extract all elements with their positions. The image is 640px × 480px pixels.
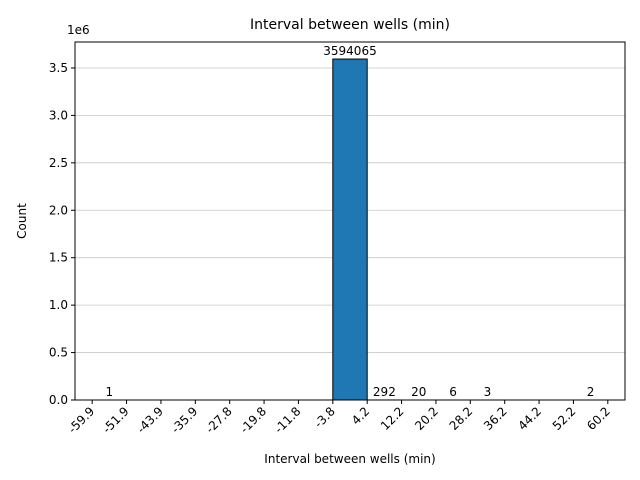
- y-tick-label: 1.5: [49, 251, 68, 265]
- y-tick-label: 0.5: [49, 346, 68, 360]
- bar: [332, 58, 368, 401]
- data-label: 6: [449, 385, 457, 399]
- y-axis-ticks: 0.0 0.5 1.0 1.5 2.0 2.5 3.0 3.5: [49, 61, 75, 407]
- x-tick-label: -19.8: [237, 404, 269, 436]
- x-tick-label: -35.9: [169, 404, 201, 436]
- bars: [91, 58, 609, 401]
- x-tick-label: 52.2: [550, 404, 579, 433]
- y-tick-label: 3.5: [49, 61, 68, 75]
- y-tick-label: 2.0: [49, 203, 68, 217]
- x-tick-label: 44.2: [515, 404, 544, 433]
- plot-frame: [74, 41, 626, 401]
- x-axis-label: Interval between wells (min): [264, 452, 435, 466]
- x-tick-label: 12.2: [378, 404, 407, 433]
- data-label: 2: [587, 385, 595, 399]
- x-tick-label: 28.2: [447, 404, 476, 433]
- data-label: 3594065: [323, 44, 376, 58]
- y-axis-multiplier: 1e6: [67, 23, 90, 37]
- x-tick-label: 20.2: [412, 404, 441, 433]
- y-tick-label: 3.0: [49, 108, 68, 122]
- y-axis-label: Count: [15, 203, 29, 239]
- data-label: 1: [106, 385, 114, 399]
- x-tick-label: -3.8: [311, 404, 337, 430]
- x-tick-label: 36.2: [481, 404, 510, 433]
- data-label: 3: [484, 385, 492, 399]
- chart-title: Interval between wells (min): [250, 17, 450, 33]
- x-tick-label: 4.2: [349, 404, 372, 427]
- y-tick-label: 2.5: [49, 156, 68, 170]
- data-label: 20: [411, 385, 426, 399]
- x-tick-label: -51.9: [100, 404, 132, 436]
- x-tick-label: -59.9: [65, 404, 97, 436]
- y-tick-label: 1.0: [49, 298, 68, 312]
- x-tick-label: 60.2: [584, 404, 613, 433]
- x-tick-label: -27.8: [203, 404, 235, 436]
- x-axis-ticks: -59.9 -51.9 -43.9 -35.9 -27.8 -19.8 -11.8 -3.8 4…: [65, 400, 613, 436]
- data-label: 292: [373, 385, 396, 399]
- y-tick-label: 0.0: [49, 393, 68, 407]
- data-labels: 1 3594065 292 20 6 3 2: [106, 44, 595, 399]
- x-tick-label: -11.8: [272, 404, 304, 436]
- x-tick-label: -43.9: [134, 404, 166, 436]
